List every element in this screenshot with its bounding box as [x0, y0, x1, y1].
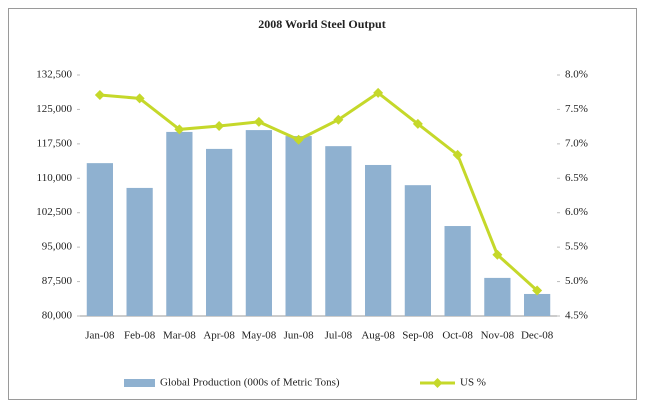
marker — [492, 249, 503, 260]
bar — [245, 130, 272, 316]
bar — [404, 185, 431, 316]
y2-tick-label: 6.5% — [565, 172, 588, 184]
y-tick-label: 125,000 — [36, 103, 72, 115]
bar — [484, 277, 511, 316]
x-tick-label: Sep-08 — [402, 330, 434, 342]
y2-tick-label: 6.0% — [565, 206, 588, 218]
marker — [293, 134, 304, 145]
x-tick-label: Nov-08 — [481, 330, 515, 342]
bar — [524, 293, 551, 316]
y2-tick-label: 7.0% — [565, 137, 588, 149]
x-tick-label: Aug-08 — [361, 330, 395, 342]
line — [99, 91, 539, 292]
marker — [214, 120, 225, 131]
y2-tick-label: 5.0% — [565, 275, 588, 287]
marker — [373, 87, 384, 98]
y-tick-label: 87,500 — [42, 275, 73, 287]
marker — [333, 114, 344, 125]
marker — [412, 118, 423, 129]
bar — [444, 226, 471, 316]
y2-tick-label: 4.5% — [565, 310, 588, 322]
bar — [285, 136, 312, 316]
marker — [174, 124, 185, 135]
x-tick-label: Mar-08 — [163, 330, 196, 342]
legend-label: US % — [460, 377, 486, 389]
bar — [365, 164, 392, 316]
y-tick-label: 117,500 — [37, 137, 73, 149]
legend-swatch — [124, 379, 155, 387]
bar — [166, 131, 193, 316]
y2-tick-label: 8.0% — [565, 69, 588, 81]
x-tick-label: Oct-08 — [442, 330, 473, 342]
bar — [325, 146, 352, 316]
x-tick-label: May-08 — [241, 330, 276, 342]
x-tick-label: Jun-08 — [284, 330, 314, 342]
y-tick-label: 132,500 — [36, 69, 72, 81]
marker — [94, 89, 105, 100]
bar — [126, 187, 153, 316]
x-tick-label: Feb-08 — [124, 330, 156, 342]
marker — [253, 116, 264, 127]
bar — [86, 163, 113, 316]
marker — [452, 149, 463, 160]
y-tick-label: 102,500 — [36, 206, 72, 218]
y-tick-label: 80,000 — [42, 310, 73, 322]
y-tick-label: 95,000 — [42, 241, 73, 253]
y-tick-label: 110,000 — [37, 172, 73, 184]
marker — [134, 93, 145, 104]
y2-tick-label: 7.5% — [565, 103, 588, 115]
x-tick-label: Jul-08 — [325, 330, 353, 342]
y2-tick-label: 5.5% — [565, 241, 588, 253]
marker — [532, 285, 543, 296]
x-tick-label: Jan-08 — [85, 330, 115, 342]
x-tick-label: Apr-08 — [203, 330, 235, 342]
x-tick-label: Dec-08 — [521, 330, 554, 342]
chart-title: 2008 World Steel Output — [258, 17, 385, 31]
bar — [206, 148, 233, 316]
legend-marker — [432, 378, 443, 388]
legend-label: Global Production (000s of Metric Tons) — [160, 377, 340, 389]
chart-border — [8, 8, 637, 400]
